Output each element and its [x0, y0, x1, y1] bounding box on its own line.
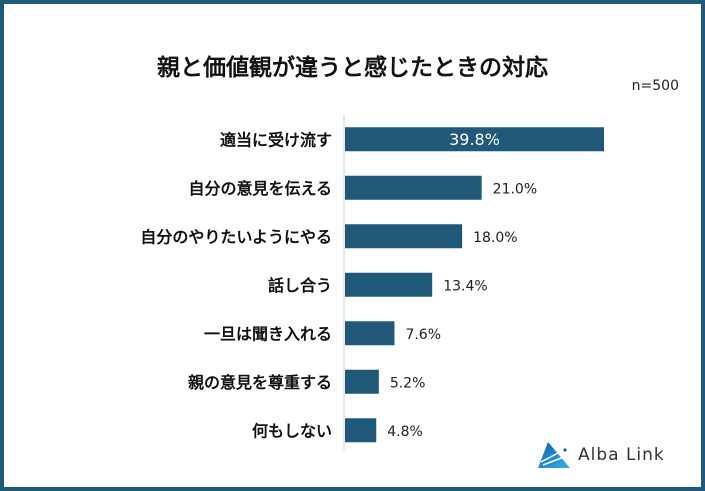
bar	[345, 127, 604, 152]
data-label: 18.0%	[473, 230, 517, 246]
data-label: 13.4%	[443, 278, 487, 294]
bar	[345, 418, 377, 443]
data-label: 4.8%	[387, 424, 423, 440]
category-label: 適当に受け流す	[220, 130, 332, 149]
category-label: 話し合う	[268, 276, 332, 295]
bar	[345, 272, 433, 297]
alba-link-logo: Alba Link	[538, 440, 665, 470]
sample-size-note: n=500	[631, 78, 679, 94]
data-label: 7.6%	[405, 327, 441, 343]
bar	[345, 369, 379, 394]
chart-title: 親と価値観が違うと感じたときの対応	[157, 55, 548, 81]
data-label: 21.0%	[493, 181, 537, 197]
data-label: 5.2%	[390, 375, 426, 391]
bar	[345, 224, 463, 249]
category-label: 自分のやりたいようにやる	[140, 227, 332, 246]
category-label: 何もしない	[252, 421, 332, 440]
category-label: 自分の意見を伝える	[188, 179, 332, 198]
data-label: 39.8%	[449, 130, 500, 149]
logo-triangle-icon	[538, 442, 570, 468]
bar	[345, 175, 482, 200]
logo-text: Alba Link	[578, 445, 665, 465]
bar	[345, 321, 395, 346]
category-label: 一旦は聞き入れる	[204, 324, 332, 343]
category-label: 親の意見を尊重する	[188, 373, 332, 392]
